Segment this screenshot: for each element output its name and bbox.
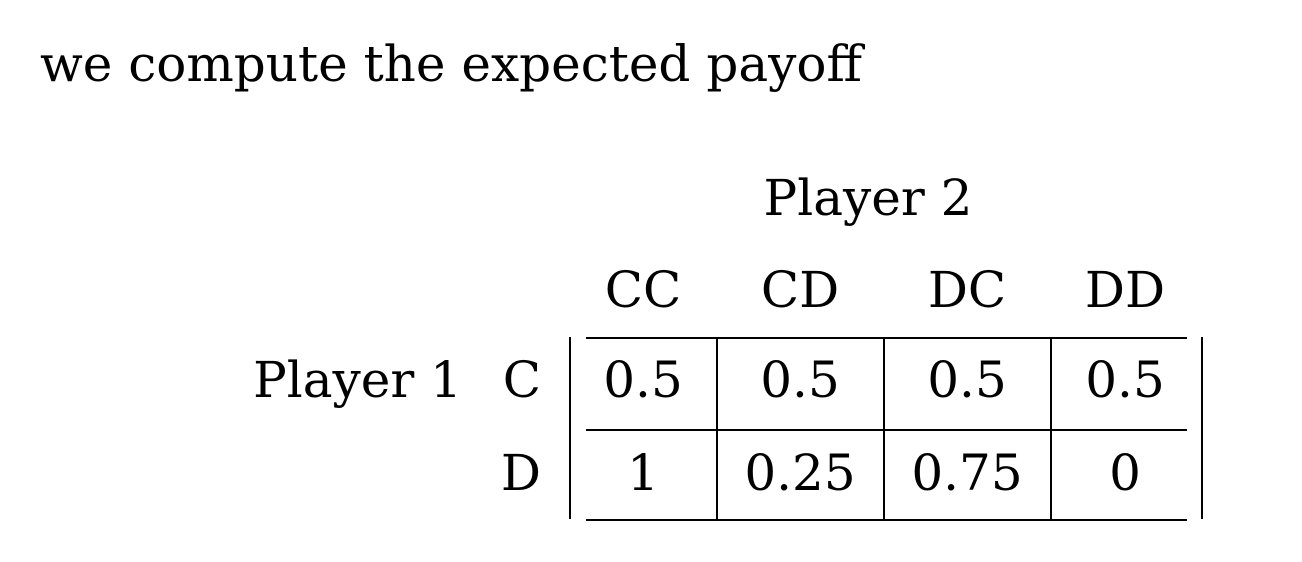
middle-rule [586, 429, 1187, 431]
right-border [1201, 337, 1203, 519]
cell-c-cc: 0.5 [603, 351, 683, 409]
cell-d-dc: 0.75 [911, 444, 1023, 502]
row-label-c: C [502, 351, 541, 409]
column-separator-3 [1050, 337, 1052, 519]
cell-c-dd: 0.5 [1085, 351, 1165, 409]
cell-c-dc: 0.5 [927, 351, 1007, 409]
left-border [569, 337, 571, 519]
column-header-dd: DD [1084, 261, 1166, 319]
cell-d-cd: 0.25 [744, 444, 856, 502]
column-separator-2 [883, 337, 885, 519]
cell-c-cd: 0.5 [760, 351, 840, 409]
row-player-label: Player 1 [253, 351, 462, 409]
cell-d-cc: 1 [627, 444, 659, 502]
column-header-cd: CD [760, 261, 840, 319]
intro-text: we compute the expected payoff [40, 35, 863, 93]
column-header-cc: CC [604, 261, 682, 319]
column-player-label: Player 2 [763, 169, 973, 227]
cell-d-dd: 0 [1109, 444, 1141, 502]
column-separator-1 [716, 337, 718, 519]
row-label-d: D [500, 444, 541, 502]
top-rule [586, 337, 1187, 339]
bottom-rule [586, 519, 1187, 521]
column-header-dc: DC [927, 261, 1007, 319]
